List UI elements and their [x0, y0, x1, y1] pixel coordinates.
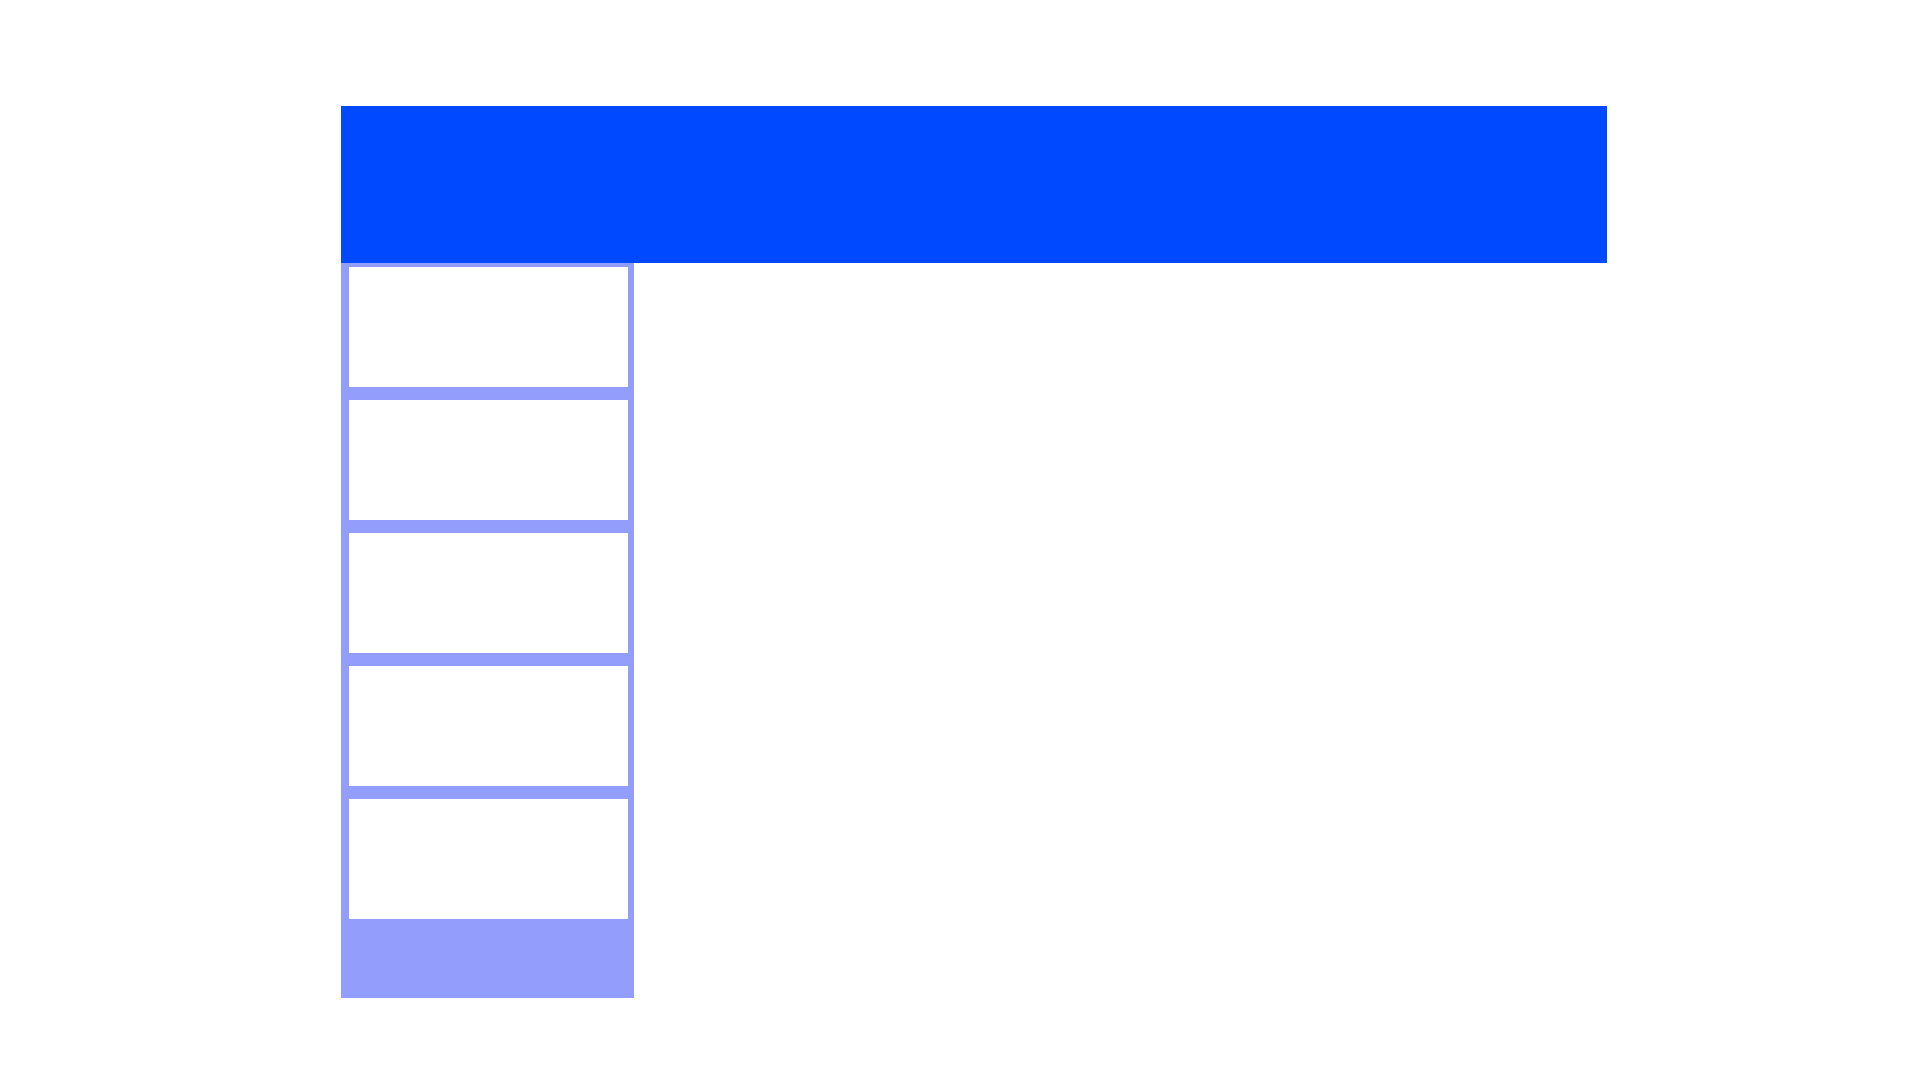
sidebar-item-4[interactable]: [349, 666, 628, 786]
app-header: [341, 106, 1607, 263]
sidebar: [341, 263, 634, 998]
sidebar-footer: [341, 920, 634, 998]
sidebar-item-3[interactable]: [349, 533, 628, 653]
sidebar-item-5[interactable]: [349, 799, 628, 919]
sidebar-item-1[interactable]: [349, 267, 628, 387]
sidebar-item-2[interactable]: [349, 400, 628, 520]
